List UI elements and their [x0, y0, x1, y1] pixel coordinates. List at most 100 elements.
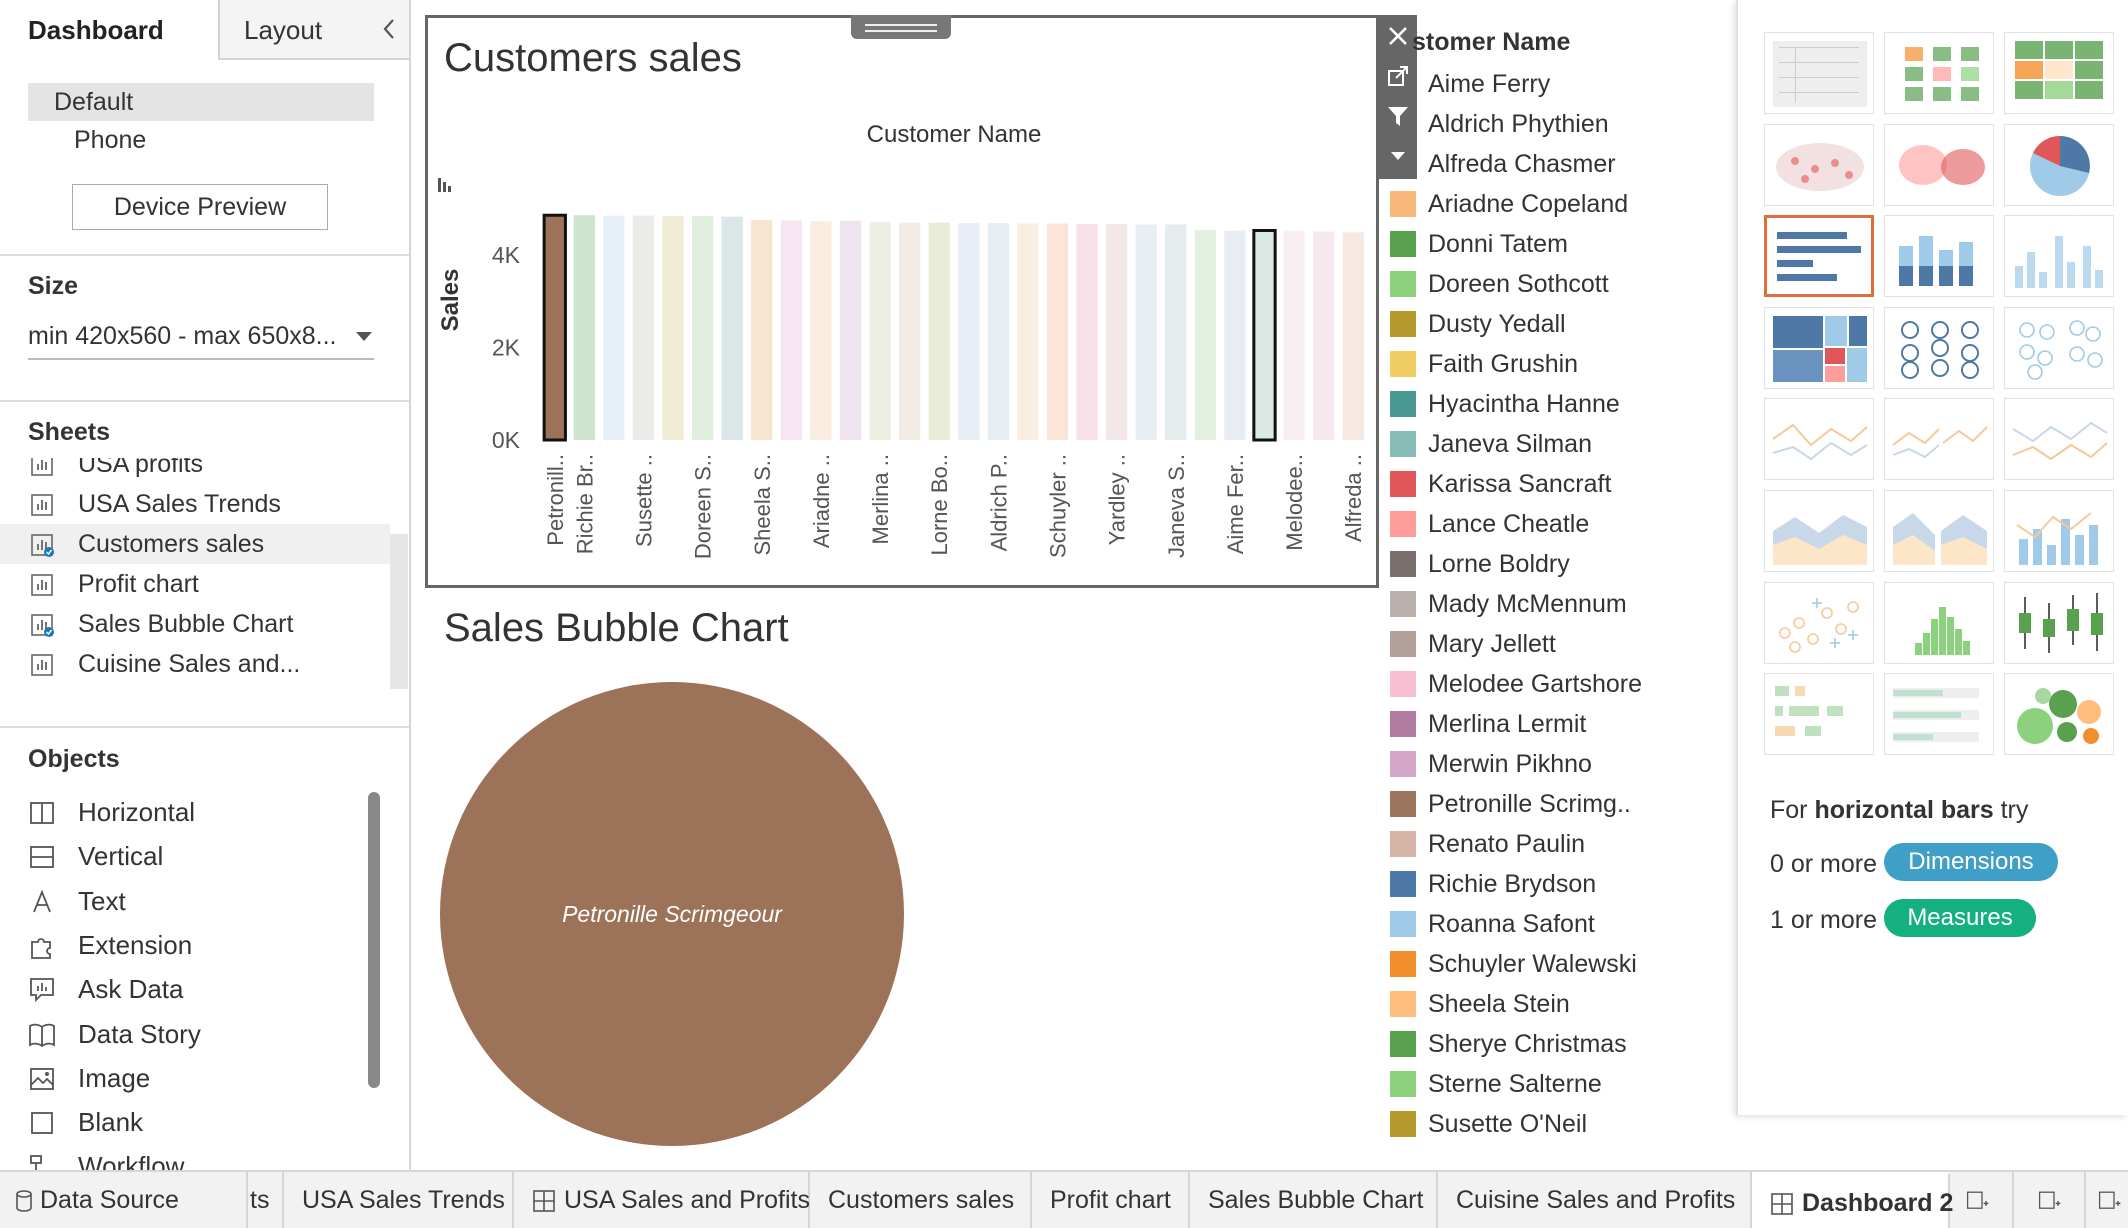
- device-default[interactable]: Default: [28, 83, 374, 121]
- bar[interactable]: [869, 222, 891, 440]
- legend-item[interactable]: Merlina Lermit: [1386, 704, 1706, 744]
- sheet-tab[interactable]: Data Source: [0, 1172, 248, 1228]
- legend-item[interactable]: Ariadne Copeland: [1386, 184, 1706, 224]
- collapse-pane-icon[interactable]: [377, 14, 401, 44]
- bar[interactable]: [1194, 230, 1217, 440]
- legend-item[interactable]: Petronille Scrimg..: [1386, 784, 1706, 824]
- bar[interactable]: [1046, 223, 1069, 440]
- bar[interactable]: [958, 223, 980, 440]
- bar[interactable]: [928, 222, 950, 440]
- bar[interactable]: [780, 220, 803, 440]
- sheet-tab[interactable]: Dashboard 2: [1752, 1172, 1953, 1228]
- bar[interactable]: [1224, 230, 1246, 440]
- legend-item[interactable]: Hyacintha Hanne: [1386, 384, 1706, 424]
- legend-item[interactable]: Melodee Gartshore: [1386, 664, 1706, 704]
- side-by-side-circles-icon[interactable]: [2004, 306, 2114, 389]
- sheets-scrollbar[interactable]: [390, 534, 408, 689]
- legend-item[interactable]: Dusty Yedall: [1386, 304, 1706, 344]
- objects-scrollbar[interactable]: [368, 792, 380, 1088]
- bar[interactable]: [603, 215, 625, 440]
- discrete-lines-icon[interactable]: [1884, 398, 1994, 481]
- continuous-lines-icon[interactable]: [1764, 398, 1874, 481]
- bullet-graph-icon[interactable]: [1884, 673, 1994, 756]
- circle-views-icon[interactable]: [1884, 306, 1994, 389]
- tab-layout[interactable]: Layout: [218, 0, 409, 60]
- pie-chart-icon[interactable]: [2004, 123, 2114, 206]
- object-item[interactable]: Extension: [0, 923, 370, 967]
- legend-item[interactable]: Roanna Safont: [1386, 904, 1706, 944]
- bar[interactable]: [1283, 230, 1305, 440]
- legend-item[interactable]: Faith Grushin: [1386, 344, 1706, 384]
- drag-handle[interactable]: [851, 15, 951, 39]
- sheet-tab[interactable]: Cuisine Sales and Profits: [1438, 1172, 1752, 1228]
- sheet-item[interactable]: Cuisine Sales and...: [0, 644, 390, 684]
- bar[interactable]: [1165, 224, 1187, 440]
- dual-combination-icon[interactable]: [2004, 490, 2114, 572]
- sheet-tab[interactable]: USA Sales Trends: [284, 1172, 514, 1228]
- symbol-map-icon[interactable]: [1764, 123, 1874, 206]
- heat-map-icon[interactable]: [1884, 32, 1994, 114]
- legend-item[interactable]: Janeva Silman: [1386, 424, 1706, 464]
- bar[interactable]: [1252, 228, 1277, 442]
- legend-item[interactable]: Lance Cheatle: [1386, 504, 1706, 544]
- legend-item[interactable]: Susette O'Neil: [1386, 1104, 1706, 1144]
- sheet-item[interactable]: Customers sales: [0, 524, 390, 564]
- scatter-plot-icon[interactable]: [1764, 581, 1874, 664]
- object-item[interactable]: Text: [0, 879, 370, 923]
- legend-item[interactable]: Aime Ferry: [1386, 64, 1706, 104]
- legend-item[interactable]: Doreen Sothcott: [1386, 264, 1706, 304]
- object-item[interactable]: Blank: [0, 1100, 370, 1144]
- close-icon[interactable]: [1385, 23, 1411, 49]
- bar[interactable]: [1076, 224, 1098, 440]
- bar[interactable]: [987, 223, 1010, 440]
- sheet-tab[interactable]: USA Sales and Profits: [514, 1172, 810, 1228]
- legend-item[interactable]: Sterne Salterne: [1386, 1064, 1706, 1104]
- gantt-icon[interactable]: [1764, 673, 1874, 756]
- sheet-tab[interactable]: Sales Bubble Chart: [1190, 1172, 1438, 1228]
- legend-item[interactable]: Richie Brydson: [1386, 864, 1706, 904]
- legend-item[interactable]: Karissa Sancraft: [1386, 464, 1706, 504]
- object-item[interactable]: Vertical: [0, 834, 370, 878]
- legend-item[interactable]: Aldrich Phythien: [1386, 104, 1706, 144]
- new-worksheet-button[interactable]: [1952, 1172, 2014, 1228]
- bar[interactable]: [751, 219, 773, 440]
- size-dropdown[interactable]: min 420x560 - max 650x8...: [28, 316, 374, 360]
- text-table-icon[interactable]: [1764, 32, 1874, 114]
- legend-item[interactable]: Donni Tatem: [1386, 224, 1706, 264]
- sheet-tab[interactable]: Profit chart: [1032, 1172, 1190, 1228]
- side-by-side-bars-icon[interactable]: [2004, 215, 2114, 298]
- horizontal-bars-icon[interactable]: [1764, 215, 1874, 298]
- bubble[interactable]: [440, 682, 904, 1146]
- treemap-icon[interactable]: [1764, 306, 1874, 389]
- stacked-bars-icon[interactable]: [1884, 215, 1994, 298]
- device-phone[interactable]: Phone: [74, 126, 147, 154]
- object-item[interactable]: Horizontal: [0, 790, 370, 834]
- more-options-icon[interactable]: [1385, 143, 1411, 169]
- bar[interactable]: [810, 221, 832, 440]
- legend-item[interactable]: Renato Paulin: [1386, 824, 1706, 864]
- bar[interactable]: [1105, 224, 1128, 440]
- sheet-item[interactable]: Sales Bubble Chart: [0, 604, 390, 644]
- bar[interactable]: [662, 216, 684, 440]
- bar[interactable]: [1135, 224, 1157, 440]
- bar[interactable]: [632, 215, 655, 440]
- dual-lines-icon[interactable]: [2004, 398, 2114, 481]
- bar[interactable]: [1312, 231, 1335, 440]
- histogram-icon[interactable]: [1884, 581, 1994, 664]
- object-item[interactable]: Image: [0, 1056, 370, 1100]
- filled-map-icon[interactable]: [1884, 123, 1994, 206]
- legend-item[interactable]: Mary Jellett: [1386, 624, 1706, 664]
- bar[interactable]: [542, 213, 567, 442]
- bar[interactable]: [1342, 232, 1364, 440]
- legend-item[interactable]: Merwin Pikhno: [1386, 744, 1706, 784]
- open-sheet-icon[interactable]: [1385, 63, 1411, 89]
- area-discrete-icon[interactable]: [1884, 490, 1994, 572]
- sheet-item[interactable]: Profit chart: [0, 564, 390, 604]
- highlight-table-icon[interactable]: [2004, 32, 2114, 114]
- object-item[interactable]: Ask Data: [0, 967, 370, 1011]
- new-story-button[interactable]: [2084, 1172, 2128, 1228]
- bar[interactable]: [721, 216, 743, 440]
- legend-item[interactable]: Mady McMennum: [1386, 584, 1706, 624]
- device-preview-button[interactable]: Device Preview: [72, 184, 328, 230]
- legend-item[interactable]: Lorne Boldry: [1386, 544, 1706, 584]
